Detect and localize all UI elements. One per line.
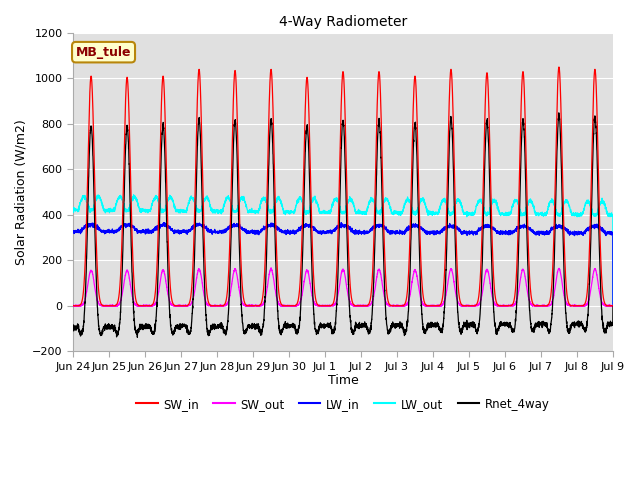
Rnet_4way [609,303,617,309]
LW_out [166,195,174,201]
Rnet_4way [134,335,141,340]
SW_in [609,303,617,309]
LW_in [609,231,616,237]
Line: SW_out: SW_out [73,268,613,306]
LW_in [69,229,77,235]
SW_out [435,303,442,309]
Line: Rnet_4way: Rnet_4way [73,113,613,337]
LW_out [495,206,502,212]
LW_out [434,210,442,216]
Rnet_4way [166,315,174,321]
Rnet_4way [464,321,472,326]
Line: SW_in: SW_in [73,67,613,306]
SW_out [166,300,174,305]
Legend: SW_in, SW_out, LW_in, LW_out, Rnet_4way: SW_in, SW_out, LW_in, LW_out, Rnet_4way [132,393,554,415]
SW_out [464,303,472,309]
SW_in [323,303,330,309]
SW_in [166,281,174,287]
SW_out [609,303,616,309]
LW_in [434,229,442,235]
SW_out [268,265,275,271]
X-axis label: Time: Time [328,374,358,387]
LW_out [130,192,138,198]
LW_out [464,212,472,218]
LW_out [323,209,331,215]
LW_out [609,303,617,309]
SW_out [323,303,331,309]
SW_out [70,303,78,309]
LW_out [69,207,77,213]
Rnet_4way [495,328,502,334]
SW_out [495,302,502,308]
SW_in [555,64,563,70]
SW_in [434,303,442,309]
Rnet_4way [555,110,563,116]
Rnet_4way [69,325,77,331]
LW_in [323,229,331,235]
LW_in [495,231,502,237]
LW_in [609,303,617,309]
LW_out [609,213,616,218]
SW_in [495,302,502,308]
SW_in [464,303,472,309]
SW_in [69,303,77,309]
SW_out [69,302,77,308]
Line: LW_out: LW_out [73,195,613,306]
Rnet_4way [323,323,331,328]
Text: MB_tule: MB_tule [76,46,131,59]
Rnet_4way [609,321,616,326]
Rnet_4way [434,323,442,328]
LW_in [160,220,168,226]
SW_out [609,302,617,308]
LW_in [166,225,174,231]
Title: 4-Way Radiometer: 4-Way Radiometer [279,15,407,29]
SW_in [609,303,616,309]
Y-axis label: Solar Radiation (W/m2): Solar Radiation (W/m2) [15,119,28,265]
LW_in [464,229,472,235]
Line: LW_in: LW_in [73,223,613,306]
